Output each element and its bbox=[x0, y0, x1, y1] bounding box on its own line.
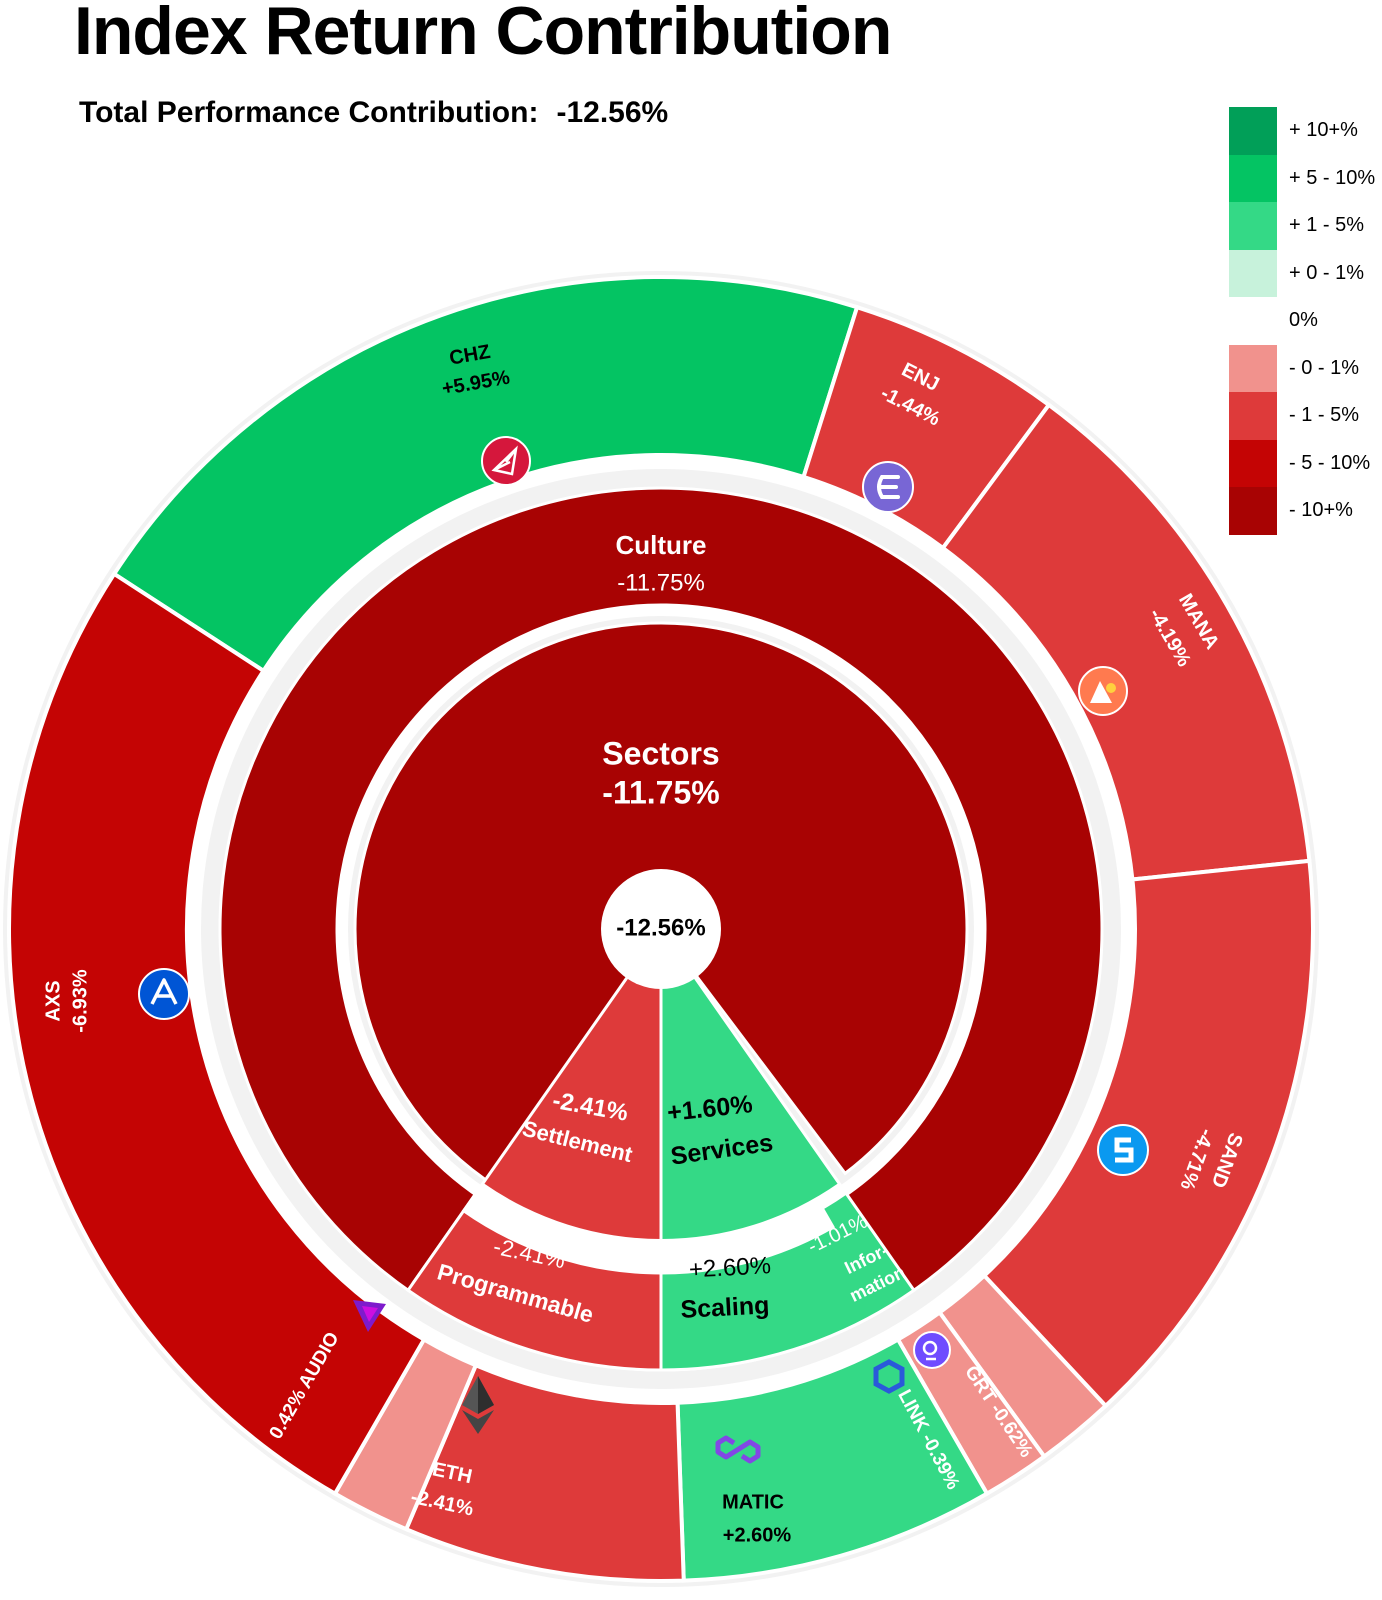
culture-value: -11.75% bbox=[617, 569, 705, 596]
matic-name: MATIC bbox=[722, 1491, 784, 1513]
legend-label: + 0 - 1% bbox=[1289, 261, 1365, 284]
legend-swatch bbox=[1229, 392, 1277, 440]
axs-value: -6.93% bbox=[69, 969, 91, 1033]
scaling-name: Scaling bbox=[680, 1291, 770, 1324]
legend-label: - 10+% bbox=[1289, 499, 1353, 521]
sub-ring-gap[interactable] bbox=[461, 1192, 836, 1275]
legend-swatch bbox=[1229, 344, 1277, 392]
matic-icon bbox=[715, 1435, 761, 1464]
legend-label: 0% bbox=[1289, 309, 1318, 331]
legend-swatch bbox=[1229, 487, 1277, 535]
total-performance: Total Performance Contribution: -12.56% bbox=[79, 96, 668, 130]
sectors-name: Sectors bbox=[602, 735, 719, 771]
legend-label: + 10+% bbox=[1289, 119, 1358, 141]
legend-swatch bbox=[1229, 202, 1277, 250]
enj-icon bbox=[862, 461, 914, 513]
center-total-label: -12.56% bbox=[616, 914, 705, 941]
axs-icon bbox=[138, 968, 190, 1020]
sectors-value: -11.75% bbox=[602, 774, 719, 810]
legend-swatch bbox=[1229, 297, 1277, 345]
legend-label: - 1 - 5% bbox=[1289, 404, 1360, 426]
grt-icon bbox=[913, 1331, 951, 1369]
page-title: Index Return Contribution bbox=[74, 0, 892, 69]
culture-name: Culture bbox=[616, 530, 707, 560]
chz-icon bbox=[481, 436, 531, 486]
legend-swatch bbox=[1229, 154, 1277, 202]
legend-swatch bbox=[1229, 439, 1277, 487]
legend-swatch bbox=[1229, 249, 1277, 297]
axs-name: AXS bbox=[42, 980, 64, 1021]
legend-swatch bbox=[1229, 107, 1277, 155]
eth-icon bbox=[462, 1376, 494, 1434]
sand-icon bbox=[1097, 1124, 1149, 1176]
legend-label: + 1 - 5% bbox=[1289, 214, 1365, 236]
legend-label: - 0 - 1% bbox=[1289, 356, 1360, 379]
matic-value: +2.60% bbox=[723, 1524, 792, 1546]
inner-separator-arc bbox=[475, 1182, 847, 1253]
link-icon bbox=[873, 1359, 905, 1394]
legend-label: - 5 - 10% bbox=[1289, 451, 1371, 474]
total-performance-value: -12.56% bbox=[556, 96, 669, 129]
legend-label: + 5 - 10% bbox=[1289, 166, 1376, 189]
mana-icon bbox=[1078, 666, 1128, 716]
center-circle bbox=[601, 869, 721, 989]
scaling-value: +2.60% bbox=[688, 1252, 771, 1283]
total-performance-label: Total Performance Contribution: bbox=[79, 96, 539, 129]
audio-icon bbox=[353, 1300, 386, 1332]
